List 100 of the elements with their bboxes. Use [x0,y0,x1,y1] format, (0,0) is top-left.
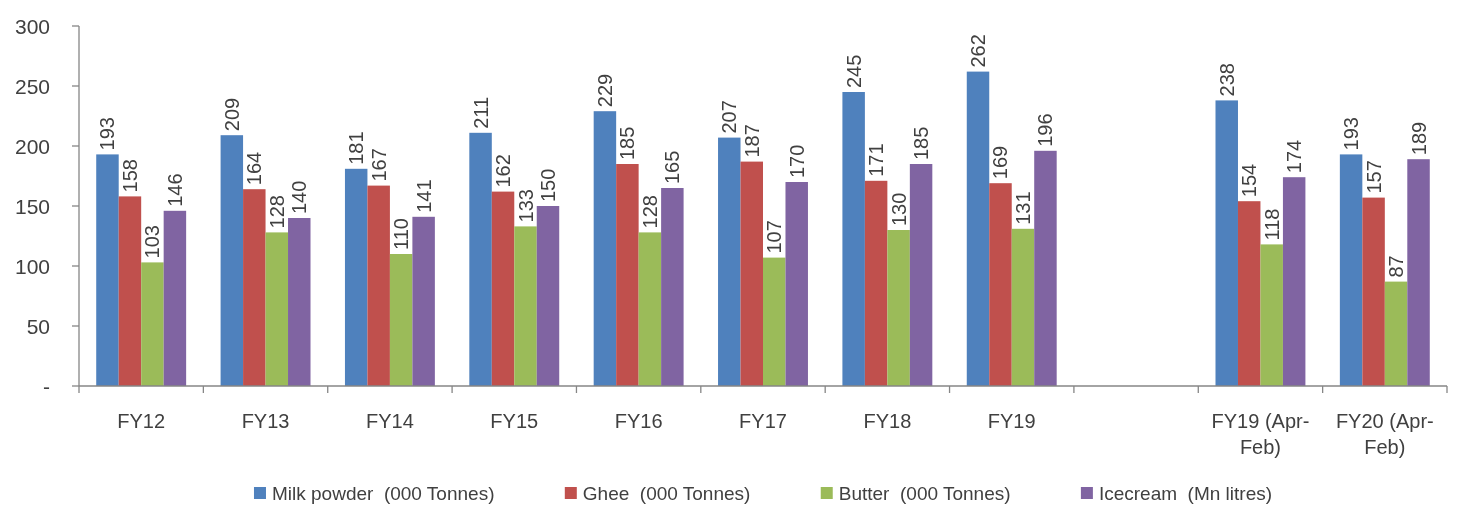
bar [1407,159,1430,386]
data-label: 130 [887,192,910,226]
bar [389,254,413,386]
bar [909,164,933,386]
data-label: 133 [514,189,537,223]
bar [514,226,537,386]
data-label: 107 [763,220,786,254]
data-label: 211 [469,96,492,129]
bar [1282,177,1306,386]
bar [740,161,763,386]
bar [469,132,492,386]
bar [1339,154,1363,386]
data-label: 169 [989,145,1012,180]
data-label: 150 [536,168,559,202]
data-label: 174 [1283,139,1306,174]
bar [593,111,617,386]
y-tick-label: 100 [14,254,50,278]
data-label: 140 [288,180,311,214]
bar [1011,228,1035,386]
bar [491,191,515,386]
x-tick-label: FY19 (Apr-Feb) [1211,410,1310,458]
data-label: 103 [141,225,164,259]
data-label: 165 [661,150,684,184]
y-tick-label: 150 [14,194,50,218]
bar [367,185,390,386]
bar [785,182,808,386]
bar [1215,100,1238,386]
data-label: 131 [1011,191,1034,225]
bar [243,189,266,386]
bar [220,135,244,386]
bar [864,180,888,386]
x-tick-label: FY14 [366,410,414,432]
bar [141,262,164,386]
data-label: 238 [1215,63,1238,97]
bar [96,154,119,386]
x-tick-label: FY20 (Apr-Feb) [1335,410,1434,458]
data-label: 141 [412,179,435,213]
data-label: 185 [910,126,933,160]
data-label: 196 [1034,113,1057,147]
data-label: 128 [638,195,661,229]
data-label: 118 [1260,208,1283,241]
bar [718,137,741,386]
data-label: 209 [220,97,243,132]
legend-label: Butter (000 Tonnes) [838,482,1011,504]
bar [118,196,142,386]
bar [288,218,311,386]
bar [638,232,662,386]
data-label: 146 [163,173,186,207]
legend-label: Milk powder (000 Tonnes) [271,482,495,504]
y-tick-label: - [43,374,50,398]
y-tick-label: 250 [14,74,50,98]
data-label: 193 [96,117,119,151]
y-tick-label: 200 [14,134,50,158]
bar [1384,281,1408,386]
data-label: 185 [616,126,639,160]
x-tick-label: FY19 [987,410,1036,432]
data-label: 193 [1340,117,1363,151]
data-label: 158 [118,159,141,193]
data-label: 167 [367,148,390,182]
data-label: 189 [1407,121,1430,156]
bar [1237,201,1261,386]
data-label: 162 [492,154,515,188]
x-tick-label: FY13 [241,410,290,432]
bar [536,206,560,386]
bar [265,232,289,386]
data-label: 245 [842,54,865,88]
bar [412,216,435,386]
y-tick-label: 50 [26,314,50,338]
data-label: 262 [967,34,990,68]
data-label: 157 [1362,160,1385,194]
data-label: 187 [740,124,763,158]
bar [163,210,187,386]
bar [966,71,990,386]
data-label: 154 [1238,163,1261,198]
bar [616,164,639,386]
data-label: 110 [390,218,413,250]
bar [842,92,865,386]
bar [989,183,1012,386]
x-tick-label: FY18 [863,410,912,432]
x-tick-label: FY15 [490,410,539,432]
data-label: 164 [243,151,266,186]
data-label: 128 [265,195,288,229]
bar [887,230,910,386]
data-label: 229 [593,73,616,108]
x-tick-label: FY12 [117,410,166,432]
data-label: 171 [865,143,888,177]
bar [1362,197,1385,386]
data-label: 170 [785,144,808,178]
bar [344,168,368,386]
data-label: 207 [718,100,741,134]
x-tick-label: FY17 [739,410,787,432]
data-label: 181 [345,131,368,165]
legend-label: Ghee (000 Tonnes) [582,482,751,504]
data-label: 87 [1385,255,1408,278]
bar [763,257,786,386]
bar [1034,150,1057,386]
bar [661,188,684,386]
bar [1260,244,1283,386]
legend-label: Icecream (Mn litres) [1098,482,1273,504]
x-tick-label: FY16 [614,410,663,432]
